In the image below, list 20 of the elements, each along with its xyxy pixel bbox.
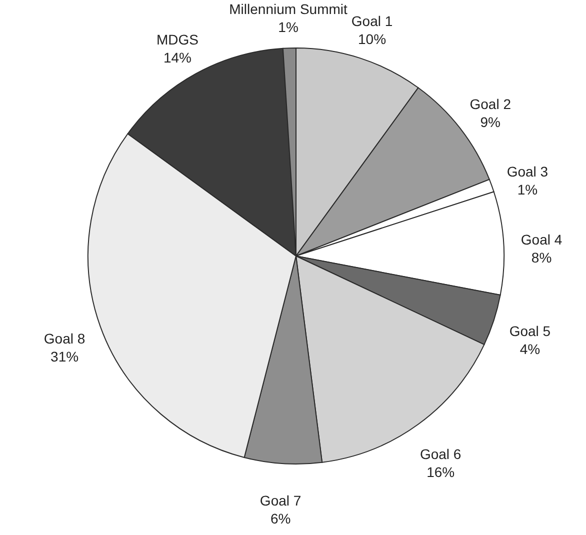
data-label: 10% (358, 31, 386, 48)
data-label: 6% (270, 510, 291, 527)
data-label: 8% (531, 250, 552, 266)
slice-label: MDGS (156, 31, 198, 48)
data-label: 1% (278, 19, 298, 36)
slice-label: Goal 2 (470, 96, 512, 112)
data-label: 4% (520, 341, 540, 358)
slice-label: Goal 8 (44, 330, 86, 346)
data-label: 14% (163, 49, 192, 66)
slice-label: Millennium Summit (229, 1, 348, 18)
data-label: 1% (517, 182, 538, 198)
slice-label: Goal 1 (351, 13, 393, 30)
slice-label: Goal 7 (260, 492, 302, 509)
slice-label: Goal 6 (420, 446, 462, 462)
slice-label: Goal 4 (520, 232, 562, 248)
data-label: 16% (426, 464, 455, 480)
data-label: 31% (50, 348, 79, 364)
slice-label: Goal 5 (509, 323, 551, 340)
data-label: 9% (480, 114, 500, 130)
slice-label: Goal 3 (506, 164, 548, 180)
